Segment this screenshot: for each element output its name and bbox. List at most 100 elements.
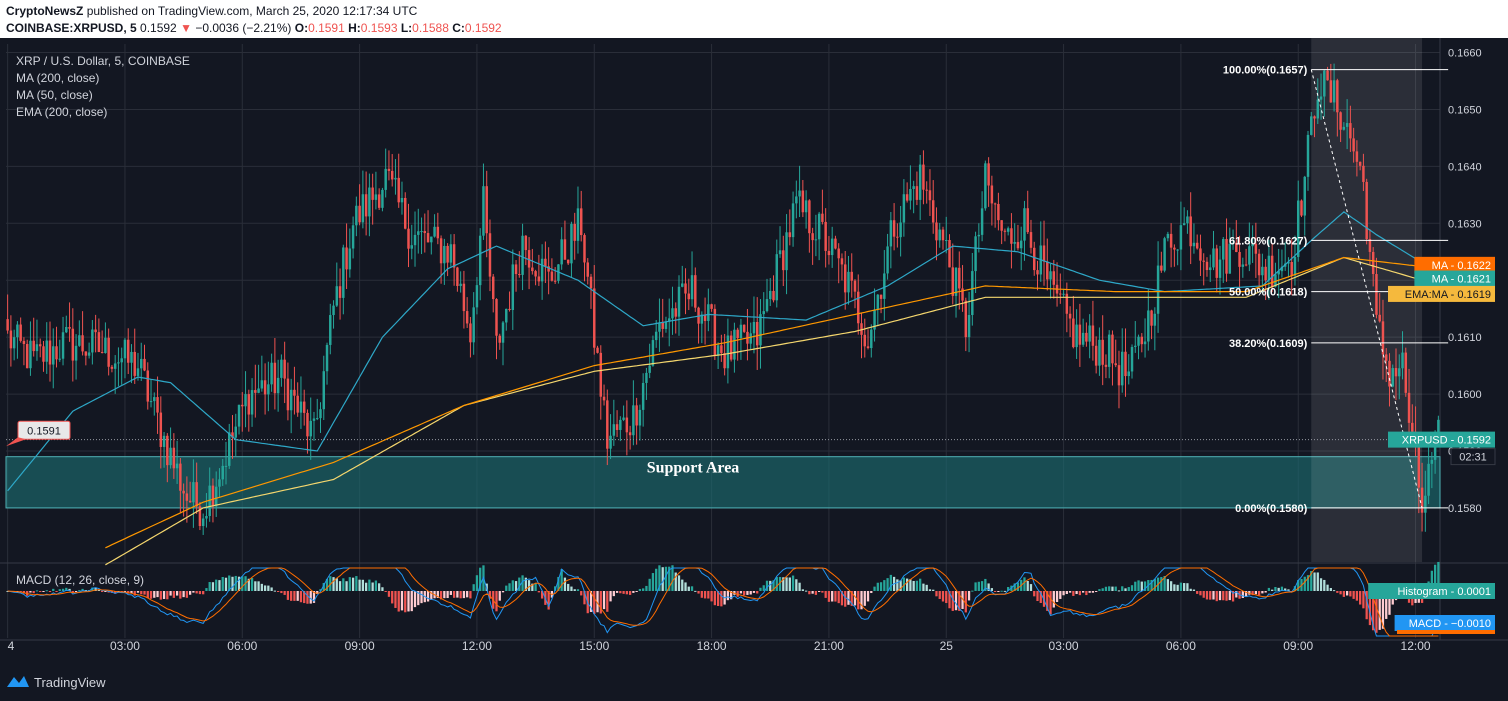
ma200-line <box>105 256 1442 549</box>
candle-body <box>638 409 642 426</box>
candle-body <box>827 250 831 256</box>
macd-histogram-bar <box>293 591 296 601</box>
tradingview-brand[interactable]: TradingView <box>34 675 106 690</box>
macd-histogram-bar <box>912 580 915 591</box>
macd-histogram-bar <box>1068 591 1072 593</box>
macd-histogram-bar <box>1137 580 1140 591</box>
macd-histogram-bar <box>971 590 974 592</box>
candle-body <box>1156 265 1160 314</box>
candle-body <box>1033 247 1036 271</box>
candle-body <box>397 177 400 203</box>
candle-body <box>1121 351 1124 386</box>
candle-body <box>469 323 472 343</box>
candle-body <box>459 283 462 286</box>
chart-canvas[interactable]: 100.00%(0.1657) 61.80%(0.1627) 50.00%(0.16… <box>0 38 1508 664</box>
candle-body <box>853 280 857 292</box>
candle-body <box>667 318 671 322</box>
macd-histogram-bar <box>316 591 319 594</box>
candle-body <box>1375 274 1378 315</box>
candle-body <box>967 314 971 338</box>
candle-body <box>1003 230 1007 232</box>
candle-body <box>351 225 355 249</box>
legend-ma50[interactable]: MA (50, close) <box>16 88 93 102</box>
price-tag-bg <box>1414 270 1495 287</box>
candle-body <box>100 351 104 354</box>
candle-body <box>1303 176 1306 216</box>
candle-body <box>716 345 720 356</box>
macd-histogram-bar <box>514 581 518 591</box>
publisher-name[interactable]: CryptoNewsZ <box>6 4 84 18</box>
macd-histogram-bar <box>1228 591 1231 601</box>
legend-macd[interactable]: MACD (12, 26, close, 9) <box>16 573 145 587</box>
candle-body <box>1420 487 1424 513</box>
macd-histogram-bar <box>1349 591 1352 597</box>
macd-histogram-bar <box>42 591 45 592</box>
macd-histogram-bar <box>78 590 81 592</box>
last-close-callout-pointer <box>6 437 26 447</box>
macd-histogram-bar <box>508 583 511 591</box>
candle-body <box>110 366 114 369</box>
macd-histogram-bar <box>788 577 791 591</box>
macd-histogram-bar <box>964 591 967 613</box>
macd-histogram-bar <box>1280 586 1284 591</box>
candle-body <box>1127 371 1130 377</box>
legend-title[interactable]: XRP / U.S. Dollar, 5, COINBASE <box>16 54 190 68</box>
candle-body <box>625 417 629 433</box>
macd-histogram-bar <box>814 591 818 595</box>
candle-body <box>938 229 941 241</box>
candle-body <box>84 351 88 356</box>
macd-histogram-bar <box>1254 591 1258 595</box>
candle-body <box>925 189 928 191</box>
macd-histogram-bar <box>1339 591 1342 595</box>
candle-body <box>472 307 475 343</box>
candle-body <box>857 291 860 324</box>
macd-signal-tag-strip <box>1397 630 1495 634</box>
candle-body <box>648 365 651 373</box>
macd-histogram-bar <box>622 591 625 594</box>
candle-body <box>547 266 550 272</box>
chart-frame[interactable]: 100.00%(0.1657) 61.80%(0.1627) 50.00%(0.16… <box>0 38 1508 664</box>
macd-histogram-bar <box>273 590 277 592</box>
candle-body <box>843 264 847 293</box>
macd-histogram-bar <box>407 591 410 612</box>
macd-histogram-bar <box>195 591 198 594</box>
macd-histogram-bar <box>270 587 273 591</box>
macd-histogram-bar <box>58 589 61 591</box>
macd-histogram-bar <box>1007 587 1010 591</box>
tradingview-logo-icon[interactable] <box>6 673 30 689</box>
candle-body <box>433 226 436 237</box>
macd-histogram-bar <box>1143 581 1147 591</box>
candle-body <box>1101 339 1104 365</box>
legend-ema200[interactable]: EMA (200, close) <box>16 105 108 119</box>
macd-tag-bg <box>1368 583 1495 599</box>
candle-body <box>81 335 84 352</box>
candle-body <box>1208 267 1212 271</box>
candle-body <box>733 329 736 360</box>
macd-histogram-bar <box>1088 591 1091 593</box>
candle-body <box>935 222 938 241</box>
macd-histogram-bar <box>1355 591 1359 601</box>
candle-body <box>899 222 902 238</box>
candle-body <box>1107 334 1111 367</box>
macd-histogram-bar <box>472 584 475 591</box>
symbol-label: COINBASE:XRPUSD, 5 <box>6 21 137 35</box>
candle-body <box>169 447 172 466</box>
candle-body <box>1368 239 1372 252</box>
macd-histogram-bar <box>211 582 215 591</box>
macd-histogram-bar <box>596 591 599 613</box>
macd-histogram-bar <box>677 575 681 591</box>
candle-body <box>1195 242 1199 249</box>
macd-histogram-bar <box>1124 588 1127 591</box>
macd-histogram-bar <box>81 588 84 591</box>
macd-histogram-bar <box>221 576 224 591</box>
macd-histogram-bar <box>844 591 847 607</box>
candle-body <box>589 276 593 289</box>
candle-body <box>1287 262 1290 264</box>
macd-histogram-bar <box>635 591 638 592</box>
candle-body <box>1358 161 1362 166</box>
macd-histogram-bar <box>798 582 801 591</box>
candle-body <box>677 286 681 317</box>
candle-body <box>726 335 730 369</box>
macd-histogram-bar <box>378 583 381 591</box>
legend-ma200[interactable]: MA (200, close) <box>16 71 100 85</box>
